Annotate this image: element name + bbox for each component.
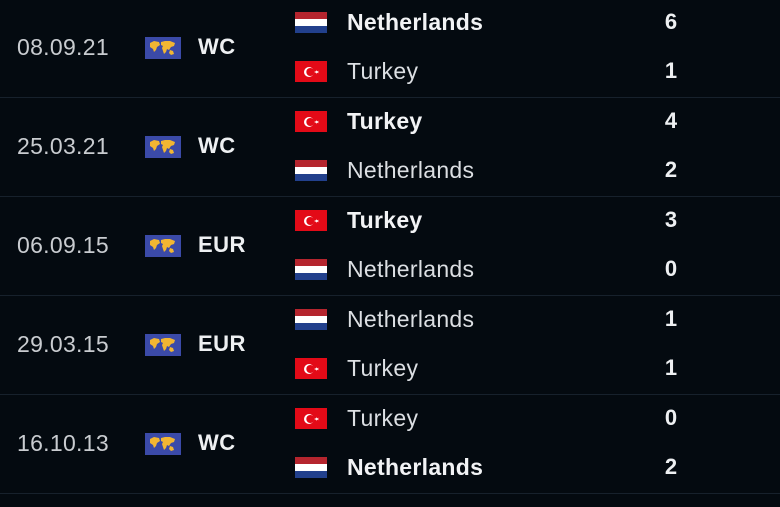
team-home: Netherlands 1 bbox=[295, 304, 775, 334]
team-away: Turkey 1 bbox=[295, 56, 775, 86]
match-row[interactable]: 25.03.21 WC Turkey 4 Netherlands 2 bbox=[0, 98, 780, 197]
match-row[interactable]: 29.03.15 EUR Netherlands 1 Turkey 1 bbox=[0, 296, 780, 395]
netherlands-flag-icon bbox=[295, 309, 327, 330]
team-away: Turkey 1 bbox=[295, 353, 775, 383]
team-score: 2 bbox=[664, 454, 678, 479]
turkey-flag-icon bbox=[295, 111, 327, 132]
competition-label: WC bbox=[198, 430, 236, 455]
team-score: 0 bbox=[664, 256, 678, 281]
team-name: Netherlands bbox=[347, 9, 484, 35]
team-away: Netherlands 2 bbox=[295, 155, 775, 185]
team-away: Netherlands 0 bbox=[295, 254, 775, 284]
team-name: Turkey bbox=[347, 405, 419, 431]
match-date: 29.03.15 bbox=[17, 331, 109, 357]
team-name: Turkey bbox=[347, 207, 423, 233]
team-name: Turkey bbox=[347, 108, 423, 134]
match-row[interactable]: 08.09.21 WC Netherlands 6 Turkey 1 bbox=[0, 0, 780, 98]
world-map-icon bbox=[145, 235, 181, 257]
world-map-icon bbox=[145, 37, 181, 59]
team-name: Netherlands bbox=[347, 157, 475, 183]
world-map-icon bbox=[145, 136, 181, 158]
match-date: 16.10.13 bbox=[17, 430, 109, 456]
team-score: 6 bbox=[664, 9, 678, 34]
netherlands-flag-icon bbox=[295, 457, 327, 478]
team-name: Netherlands bbox=[347, 306, 475, 332]
match-date: 08.09.21 bbox=[17, 34, 109, 60]
team-score: 3 bbox=[664, 207, 678, 232]
world-map-icon bbox=[145, 433, 181, 455]
team-score: 1 bbox=[664, 355, 678, 380]
team-name: Netherlands bbox=[347, 256, 475, 282]
team-home: Turkey 3 bbox=[295, 205, 775, 235]
team-name: Turkey bbox=[347, 58, 419, 84]
team-home: Netherlands 6 bbox=[295, 7, 775, 37]
competition-label: WC bbox=[198, 34, 236, 59]
team-name: Netherlands bbox=[347, 454, 484, 480]
team-name: Turkey bbox=[347, 355, 419, 381]
team-score: 4 bbox=[664, 108, 678, 133]
turkey-flag-icon bbox=[295, 358, 327, 379]
team-away: Netherlands 2 bbox=[295, 452, 775, 482]
team-home: Turkey 0 bbox=[295, 403, 775, 433]
team-home: Turkey 4 bbox=[295, 106, 775, 136]
world-map-icon bbox=[145, 334, 181, 356]
team-score: 1 bbox=[664, 58, 678, 83]
netherlands-flag-icon bbox=[295, 12, 327, 33]
match-date: 06.09.15 bbox=[17, 232, 109, 258]
competition-label: EUR bbox=[198, 232, 246, 257]
netherlands-flag-icon bbox=[295, 160, 327, 181]
team-score: 0 bbox=[664, 405, 678, 430]
match-row[interactable]: 16.10.13 WC Turkey 0 Netherlands 2 bbox=[0, 395, 780, 494]
competition-label: WC bbox=[198, 133, 236, 158]
netherlands-flag-icon bbox=[295, 259, 327, 280]
match-date: 25.03.21 bbox=[17, 133, 109, 159]
team-score: 2 bbox=[664, 157, 678, 182]
turkey-flag-icon bbox=[295, 210, 327, 231]
competition-label: EUR bbox=[198, 331, 246, 356]
turkey-flag-icon bbox=[295, 61, 327, 82]
team-score: 1 bbox=[664, 306, 678, 331]
turkey-flag-icon bbox=[295, 408, 327, 429]
match-row[interactable]: 06.09.15 EUR Turkey 3 Netherlands 0 bbox=[0, 197, 780, 296]
